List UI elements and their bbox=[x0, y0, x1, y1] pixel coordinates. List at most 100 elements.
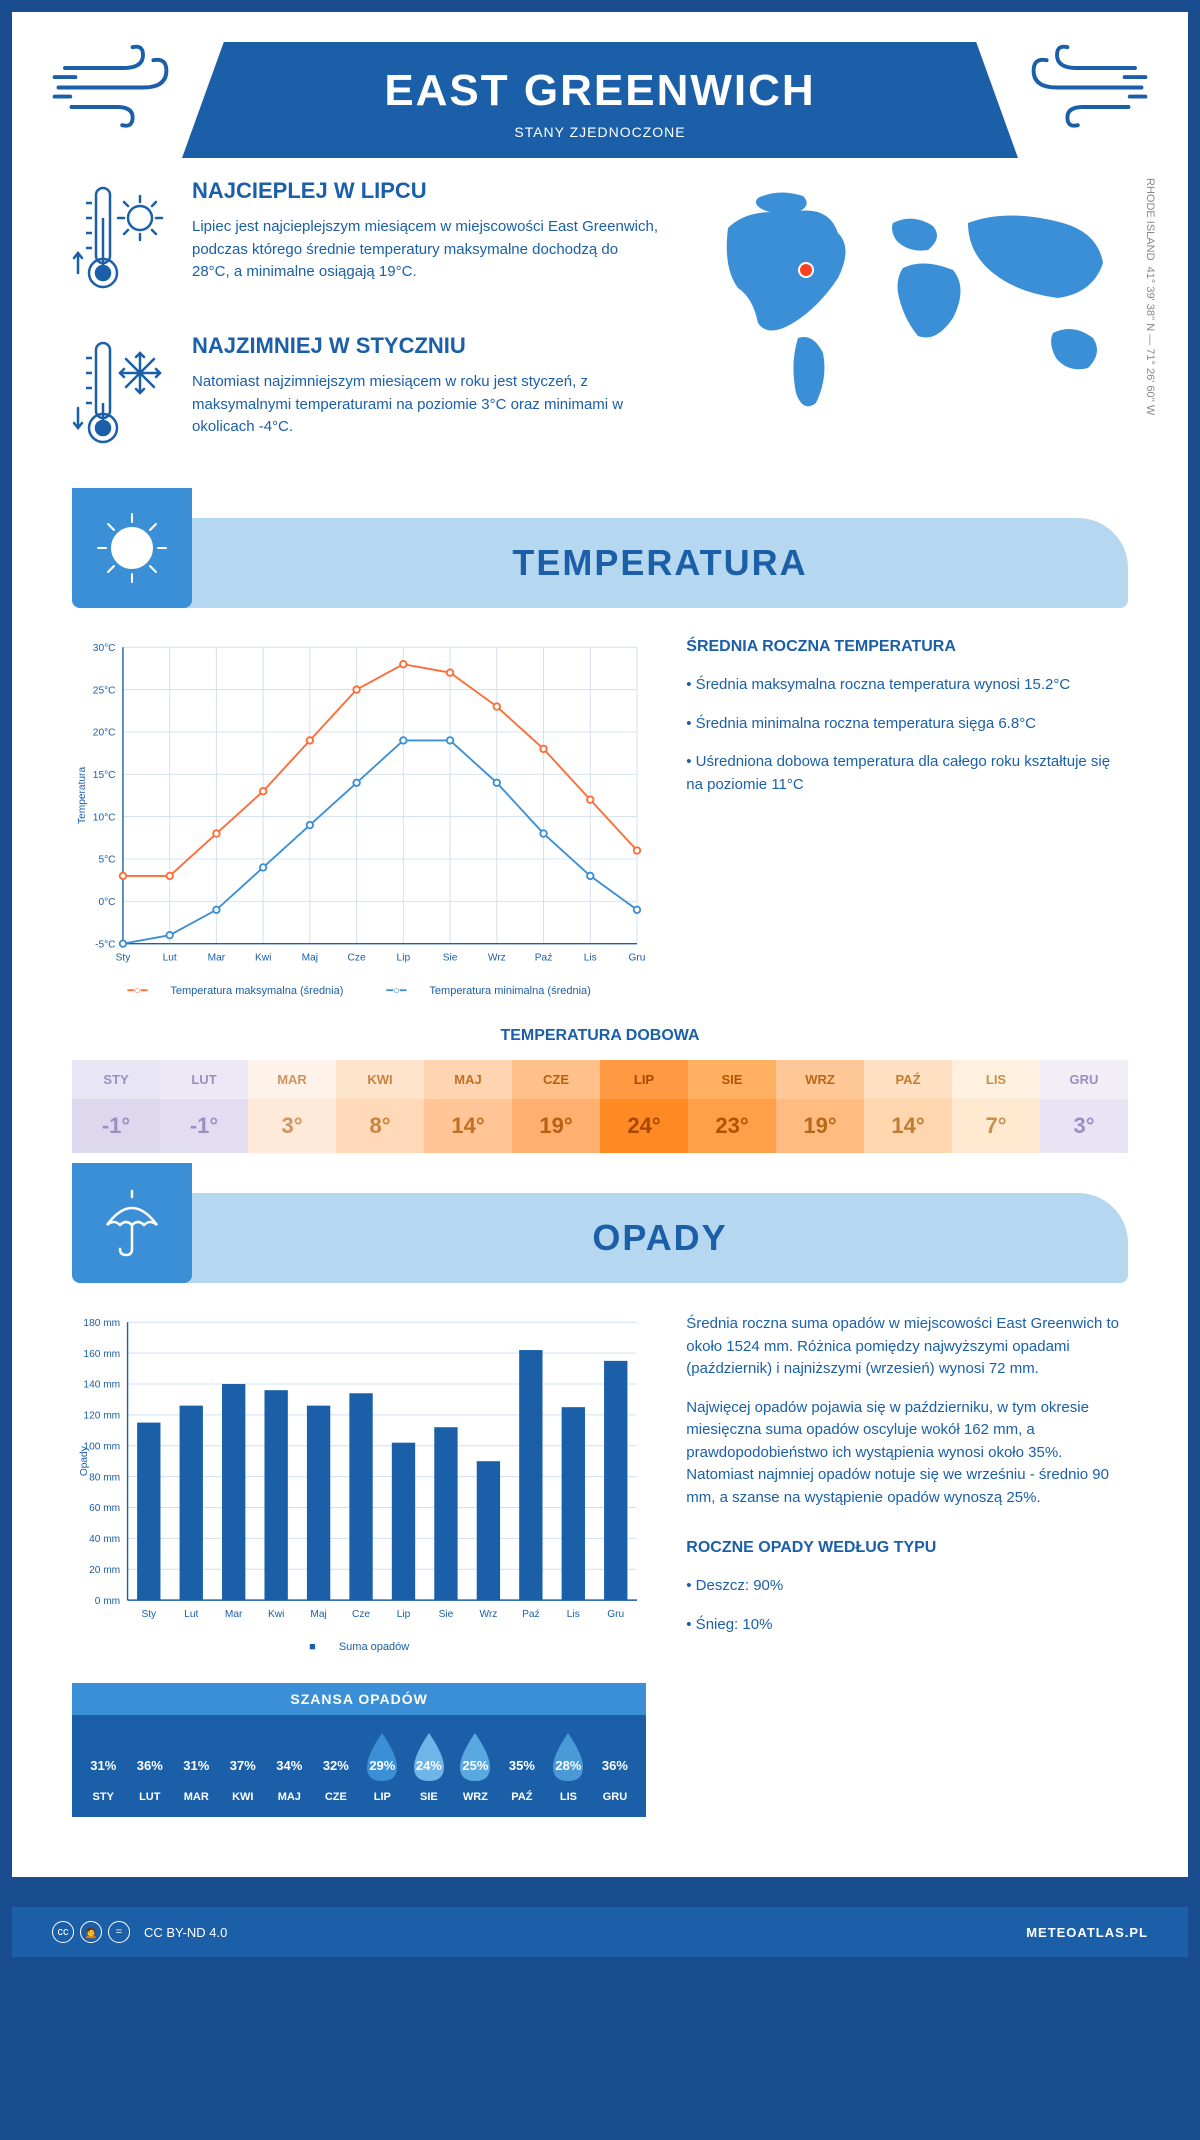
svg-text:30°C: 30°C bbox=[93, 643, 116, 654]
cold-title: NAJZIMNIEJ W STYCZNIU bbox=[192, 333, 658, 359]
daily-cell: WRZ19° bbox=[776, 1060, 864, 1153]
svg-text:180 mm: 180 mm bbox=[83, 1318, 120, 1329]
temp-legend: ━○━ Temperatura maksymalna (średnia) ━○━… bbox=[72, 984, 646, 997]
svg-text:Gru: Gru bbox=[629, 952, 646, 963]
wind-icon-left bbox=[52, 42, 182, 138]
svg-text:Maj: Maj bbox=[310, 1609, 326, 1620]
svg-text:Kwi: Kwi bbox=[268, 1609, 284, 1620]
license-text: CC BY-ND 4.0 bbox=[144, 1925, 227, 1940]
precip-type-title: ROCZNE OPADY WEDŁUG TYPU bbox=[686, 1539, 1128, 1557]
precip-text-1: Średnia roczna suma opadów w miejscowośc… bbox=[686, 1313, 1128, 1381]
chance-cell: 32%CZE bbox=[313, 1729, 360, 1803]
chance-cell: 31%MAR bbox=[173, 1729, 220, 1803]
chance-cell: 35%PAŹ bbox=[499, 1729, 546, 1803]
wind-icon-right bbox=[1018, 42, 1148, 138]
temperature-heading: TEMPERATURA bbox=[192, 542, 1128, 584]
drop-icon: 25% bbox=[452, 1729, 498, 1785]
svg-text:Mar: Mar bbox=[208, 952, 226, 963]
drop-icon: 35% bbox=[499, 1729, 545, 1785]
warm-title: NAJCIEPLEJ W LIPCU bbox=[192, 178, 658, 204]
svg-text:Cze: Cze bbox=[348, 952, 366, 963]
daily-cell: STY-1° bbox=[72, 1060, 160, 1153]
svg-text:Wrz: Wrz bbox=[488, 952, 506, 963]
svg-text:Mar: Mar bbox=[225, 1609, 243, 1620]
drop-icon: 28% bbox=[545, 1729, 591, 1785]
svg-text:Sty: Sty bbox=[141, 1609, 157, 1620]
precipitation-side-text: Średnia roczna suma opadów w miejscowośc… bbox=[686, 1313, 1128, 1817]
svg-text:Sie: Sie bbox=[439, 1609, 454, 1620]
by-icon: 🙍 bbox=[80, 1921, 102, 1943]
daily-cell: MAR3° bbox=[248, 1060, 336, 1153]
thermometer-sun-icon bbox=[72, 178, 172, 303]
chance-cell: 37%KWI bbox=[220, 1729, 267, 1803]
chance-box: SZANSA OPADÓW 31%STY36%LUT31%MAR37%KWI34… bbox=[72, 1683, 646, 1817]
daily-cell: CZE19° bbox=[512, 1060, 600, 1153]
precip-text-2: Najwięcej opadów pojawia się w październ… bbox=[686, 1397, 1128, 1510]
svg-text:5°C: 5°C bbox=[98, 855, 115, 866]
drop-icon: 32% bbox=[313, 1729, 359, 1785]
umbrella-icon bbox=[72, 1163, 192, 1283]
drop-icon: 31% bbox=[173, 1729, 219, 1785]
drop-icon: 36% bbox=[127, 1729, 173, 1785]
chance-cell: 36%GRU bbox=[592, 1729, 639, 1803]
chance-cell: 25%WRZ bbox=[452, 1729, 499, 1803]
cold-text: Natomiast najzimniejszym miesiącem w rok… bbox=[192, 371, 658, 439]
drop-icon: 37% bbox=[220, 1729, 266, 1785]
svg-text:60 mm: 60 mm bbox=[89, 1504, 120, 1515]
daily-cell: LIS7° bbox=[952, 1060, 1040, 1153]
page-subtitle: STANY ZJEDNOCZONE bbox=[182, 124, 1018, 140]
drop-icon: 31% bbox=[80, 1729, 126, 1785]
svg-text:Paź: Paź bbox=[522, 1609, 540, 1620]
svg-text:Lis: Lis bbox=[584, 952, 597, 963]
daily-temp-table: STY-1°LUT-1°MAR3°KWI8°MAJ14°CZE19°LIP24°… bbox=[72, 1060, 1128, 1153]
svg-text:0°C: 0°C bbox=[98, 897, 115, 908]
cc-icon: cc bbox=[52, 1921, 74, 1943]
svg-text:15°C: 15°C bbox=[93, 770, 116, 781]
svg-text:Lut: Lut bbox=[184, 1609, 198, 1620]
world-map: RHODE ISLAND 41° 39' 38'' N — 71° 26' 60… bbox=[698, 178, 1128, 488]
svg-text:Opady: Opady bbox=[79, 1446, 90, 1477]
svg-text:Kwi: Kwi bbox=[255, 952, 271, 963]
svg-text:Wrz: Wrz bbox=[479, 1609, 497, 1620]
svg-text:10°C: 10°C bbox=[93, 812, 116, 823]
thermometer-snow-icon bbox=[72, 333, 172, 458]
daily-cell: MAJ14° bbox=[424, 1060, 512, 1153]
intro-text-col: NAJCIEPLEJ W LIPCU Lipiec jest najcieple… bbox=[72, 178, 658, 488]
precipitation-chart: 0 mm20 mm40 mm60 mm80 mm100 mm120 mm140 … bbox=[72, 1313, 646, 1817]
daily-cell: SIE23° bbox=[688, 1060, 776, 1153]
site-name: METEOATLAS.PL bbox=[1026, 1925, 1148, 1940]
footer: cc 🙍 = CC BY-ND 4.0 METEOATLAS.PL bbox=[12, 1907, 1188, 1957]
type-bullet: • Śnieg: 10% bbox=[686, 1614, 1128, 1637]
intro-row: NAJCIEPLEJ W LIPCU Lipiec jest najcieple… bbox=[72, 178, 1128, 488]
warm-text: Lipiec jest najcieplejszym miesiącem w m… bbox=[192, 216, 658, 284]
drop-icon: 29% bbox=[359, 1729, 405, 1785]
svg-text:0 mm: 0 mm bbox=[95, 1596, 120, 1607]
drop-icon: 24% bbox=[406, 1729, 452, 1785]
svg-text:20 mm: 20 mm bbox=[89, 1565, 120, 1576]
svg-text:40 mm: 40 mm bbox=[89, 1535, 120, 1546]
svg-text:Temperatura: Temperatura bbox=[77, 767, 88, 824]
svg-text:Lip: Lip bbox=[397, 952, 411, 963]
daily-cell: LIP24° bbox=[600, 1060, 688, 1153]
temperature-side-text: ŚREDNIA ROCZNA TEMPERATURA • Średnia mak… bbox=[686, 638, 1128, 997]
warm-block: NAJCIEPLEJ W LIPCU Lipiec jest najcieple… bbox=[72, 178, 658, 303]
precip-legend: ■ Suma opadów bbox=[72, 1641, 646, 1653]
svg-text:Gru: Gru bbox=[607, 1609, 624, 1620]
daily-cell: LUT-1° bbox=[160, 1060, 248, 1153]
daily-cell: GRU3° bbox=[1040, 1060, 1128, 1153]
chance-title: SZANSA OPADÓW bbox=[72, 1683, 646, 1715]
precipitation-header: OPADY bbox=[72, 1193, 1128, 1283]
chance-cell: 29%LIP bbox=[359, 1729, 406, 1803]
daily-cell: KWI8° bbox=[336, 1060, 424, 1153]
svg-text:160 mm: 160 mm bbox=[83, 1349, 120, 1360]
svg-text:120 mm: 120 mm bbox=[83, 1411, 120, 1422]
license-block: cc 🙍 = CC BY-ND 4.0 bbox=[52, 1921, 227, 1943]
drop-icon: 34% bbox=[266, 1729, 312, 1785]
coordinates: RHODE ISLAND 41° 39' 38'' N — 71° 26' 60… bbox=[1144, 178, 1156, 488]
svg-text:25°C: 25°C bbox=[93, 685, 116, 696]
chance-cell: 31%STY bbox=[80, 1729, 127, 1803]
nd-icon: = bbox=[108, 1921, 130, 1943]
chance-cell: 24%SIE bbox=[406, 1729, 453, 1803]
temperature-header: TEMPERATURA bbox=[72, 518, 1128, 608]
header: EAST GREENWICH STANY ZJEDNOCZONE bbox=[12, 12, 1188, 178]
